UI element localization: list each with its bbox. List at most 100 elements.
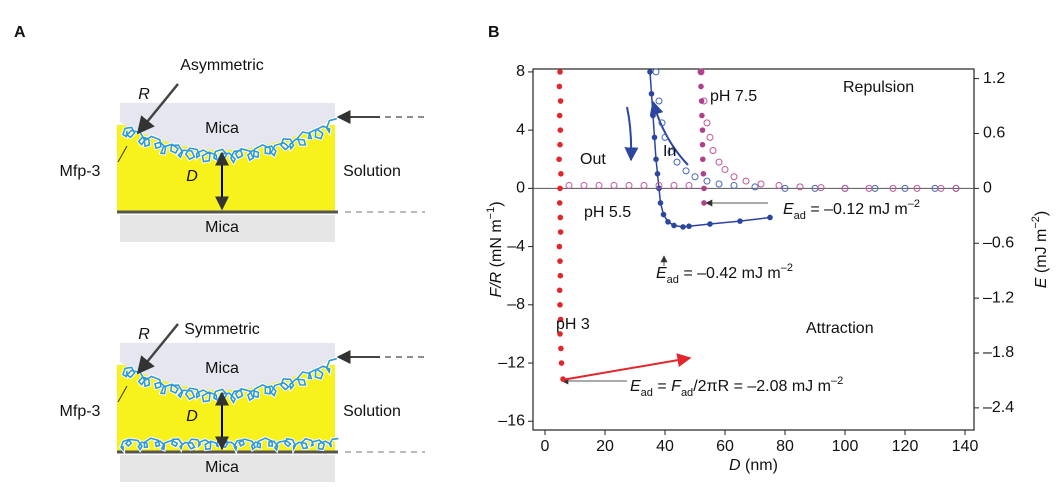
data-point	[781, 184, 789, 192]
text-run: (mN m	[488, 219, 505, 271]
text-run: ad	[641, 387, 653, 399]
data-point	[715, 158, 723, 166]
data-point	[699, 112, 705, 119]
data-point	[757, 180, 765, 188]
annotation: Attraction	[806, 320, 874, 337]
text-run: /2πR = –2.08 mJ m	[693, 378, 831, 395]
radius-arrow	[136, 83, 179, 135]
data-point	[901, 184, 909, 192]
text-run: (nm)	[741, 457, 778, 474]
data-point	[650, 112, 656, 119]
x-tick-label: 60	[716, 438, 734, 455]
y2-tick-label: –2.4	[983, 399, 1014, 416]
y-tick-label: 8	[516, 63, 525, 80]
data-point	[700, 171, 707, 177]
data-point	[556, 200, 563, 206]
text-run: E	[783, 201, 794, 218]
text-run: pH 3	[556, 316, 590, 333]
data-point	[652, 68, 660, 76]
data-point	[651, 134, 658, 141]
mica-bottom	[120, 455, 335, 482]
annotation: pH 3	[556, 316, 590, 333]
data-point	[556, 287, 563, 294]
text-run: –2	[781, 262, 793, 274]
arrow	[561, 353, 692, 381]
x-tick-label: 80	[776, 438, 794, 455]
data-point	[698, 98, 705, 104]
text-run: (mJ m	[1033, 229, 1050, 278]
data-point	[673, 158, 681, 166]
diagram: Asymmetric R Mica Mfp-3 D Solution Mica	[60, 57, 425, 242]
data-point	[557, 302, 563, 308]
data-point	[557, 141, 563, 148]
annotation: Ead = Fad/2πR = –2.08 mJ m–2	[630, 375, 843, 399]
data-point	[647, 69, 653, 75]
diagram-title: Asymmetric	[180, 57, 264, 74]
text-run: )	[1033, 211, 1050, 216]
y2-tick-label: –1.8	[983, 344, 1014, 361]
y-tick-label: –12	[498, 354, 525, 371]
series-line	[649, 71, 771, 228]
data-point	[557, 127, 564, 133]
data-point	[671, 222, 677, 229]
radius-label: R	[138, 326, 150, 343]
text-run: E	[1033, 277, 1050, 288]
text-run: = –0.12 mJ m	[806, 201, 908, 218]
y-tick-label: –16	[498, 412, 525, 429]
data-point	[580, 181, 588, 189]
data-point	[556, 112, 563, 119]
x-tick-label: 40	[656, 438, 674, 455]
data-point	[610, 181, 618, 189]
text-run: Out	[580, 151, 606, 168]
data-point	[661, 133, 669, 141]
data-point	[557, 272, 564, 279]
data-point	[557, 69, 563, 75]
data-point	[654, 171, 661, 177]
data-point	[557, 214, 564, 221]
text-run: E	[630, 378, 641, 395]
arrow	[649, 100, 689, 166]
data-point	[691, 173, 699, 181]
data-point	[556, 243, 563, 250]
panel-label: A	[14, 24, 26, 41]
data-point	[730, 181, 738, 189]
data-point	[698, 83, 704, 90]
data-point	[737, 218, 743, 224]
radius-label: R	[138, 86, 150, 103]
data-point	[557, 331, 563, 337]
data-point	[682, 167, 690, 175]
panel-b: B –16 –12 –8 –4 0 4 8 –2.4 –1.8 –1.2 –0.6 0 0.6 1.2 0 20…	[485, 24, 1050, 474]
text-run: D	[729, 457, 741, 474]
mica-label: Mica	[205, 120, 239, 137]
x-axis-label: D (nm)	[729, 457, 778, 474]
data-point	[660, 211, 667, 218]
plot-frame	[532, 68, 975, 431]
x-tick-label: 140	[952, 438, 979, 455]
pointer	[117, 385, 128, 403]
data-point	[670, 181, 678, 189]
data-point	[557, 258, 563, 264]
x-tick-label: 20	[596, 438, 614, 455]
mica-label: Mica	[205, 459, 239, 476]
y-tick-label: –4	[507, 238, 525, 255]
diagram: Symmetric R Mica Mfp-3 D Solution Mica	[60, 321, 425, 482]
mica-top	[120, 103, 335, 151]
x-tick-label: 0	[541, 438, 550, 455]
data-point	[706, 133, 714, 141]
data-point	[655, 181, 663, 189]
text-run: ad	[681, 387, 693, 399]
data-point	[775, 181, 783, 189]
text-run: = –0.42 mJ m	[679, 265, 781, 282]
data-point	[700, 156, 706, 163]
data-point	[698, 69, 704, 75]
data-point	[952, 184, 960, 192]
text-run: In	[663, 143, 676, 160]
data-point	[889, 184, 897, 192]
y2-tick-label: –1.2	[983, 289, 1014, 306]
text-run: –2	[908, 198, 920, 210]
data-point	[751, 183, 759, 191]
data-point	[703, 177, 711, 185]
data-point	[701, 185, 707, 192]
